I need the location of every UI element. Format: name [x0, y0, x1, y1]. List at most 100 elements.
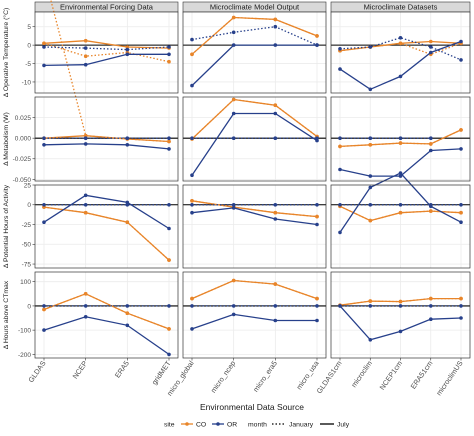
data-point: [398, 299, 403, 304]
data-point: [459, 58, 463, 62]
data-point: [368, 185, 373, 190]
data-point: [429, 296, 433, 301]
facet-strip-label: Microclimate Model Output: [210, 3, 300, 12]
data-point: [398, 171, 403, 175]
data-point: [167, 52, 171, 57]
data-point: [368, 143, 373, 147]
x-tick-label: GLDAS: [26, 359, 47, 384]
data-point: [398, 36, 403, 40]
data-point: [315, 296, 319, 301]
legend-january-label: January: [289, 422, 314, 429]
y-axis-title: Δ Operative Temperature (°C): [2, 8, 10, 97]
panel-border: [330, 11, 471, 94]
series-line: [191, 200, 318, 218]
panel-background: [183, 12, 326, 93]
panel-border: [34, 271, 179, 359]
data-point: [42, 63, 46, 68]
data-point: [42, 45, 46, 49]
data-point: [459, 316, 463, 320]
data-point: [190, 52, 194, 57]
data-point: [273, 17, 278, 22]
data-point: [273, 103, 278, 107]
series-or-july: [42, 39, 463, 357]
panel-background: [183, 185, 326, 268]
data-point: [167, 352, 171, 357]
x-tick-label: microclim: [349, 359, 374, 389]
data-point: [429, 142, 433, 146]
panel-background: [35, 185, 178, 268]
data-point: [315, 34, 319, 38]
y-tick-label: 0: [27, 303, 31, 310]
data-point: [167, 258, 171, 262]
data-point: [231, 278, 236, 283]
data-point: [459, 220, 463, 224]
y-tick-label: -75: [22, 261, 32, 268]
data-point: [368, 338, 373, 342]
data-point: [429, 204, 433, 209]
data-point: [125, 311, 130, 316]
y-tick-label: 0.025: [15, 115, 32, 122]
series-line: [43, 206, 170, 261]
series-line: [191, 44, 317, 87]
y-axis-title: Δ Potential Hours of Activity: [3, 184, 10, 268]
x-tick-label: ERA51cm: [408, 359, 434, 391]
series-line: [191, 26, 318, 46]
data-point: [368, 218, 373, 223]
data-point: [273, 43, 278, 47]
panel-background: [35, 97, 178, 181]
series-line: [191, 313, 317, 330]
data-point: [83, 315, 88, 319]
data-point: [83, 62, 88, 67]
data-point: [273, 304, 278, 308]
series-line: [191, 112, 318, 176]
x-tick-label: NCEP: [70, 359, 89, 381]
data-point: [42, 328, 46, 332]
panel-border: [182, 11, 327, 94]
data-point: [368, 299, 373, 303]
data-point: [125, 220, 130, 224]
data-point: [429, 136, 433, 140]
data-point: [459, 210, 463, 215]
data-point: [125, 143, 130, 147]
data-point: [83, 210, 88, 215]
panel-border: [330, 96, 471, 182]
data-point: [338, 144, 342, 149]
data-point: [167, 139, 171, 144]
data-point: [42, 143, 46, 147]
data-point: [429, 209, 433, 213]
data-point: [368, 136, 373, 140]
series-line: [191, 279, 318, 300]
panel-border: [34, 11, 179, 94]
series-line: [191, 98, 318, 140]
data-point: [459, 39, 463, 44]
data-point: [231, 43, 236, 47]
x-tick-label: ERA5: [113, 359, 131, 380]
data-point: [83, 292, 88, 296]
data-point: [429, 45, 433, 49]
panel-border: [34, 96, 179, 182]
legend-or-marker: [216, 422, 220, 426]
data-point: [273, 210, 278, 215]
panel-border: [34, 184, 179, 269]
data-point: [167, 304, 171, 308]
data-point: [167, 203, 171, 207]
data-point: [398, 174, 403, 178]
data-point: [315, 214, 319, 219]
data-point: [273, 217, 278, 221]
y-tick-label: 25: [24, 182, 32, 189]
data-point: [190, 203, 194, 207]
data-point: [368, 87, 373, 92]
legend-month-title: month: [248, 422, 267, 429]
data-point: [315, 138, 319, 143]
data-point: [398, 74, 403, 79]
data-point: [338, 167, 342, 172]
x-tick-label: NCEP1cm: [378, 359, 405, 392]
data-point: [190, 199, 194, 203]
series-line: [43, 143, 170, 150]
data-point: [231, 97, 236, 102]
x-tick-label: micro_ncep: [209, 359, 238, 395]
data-point: [338, 203, 342, 207]
y-tick-label: -100: [18, 328, 31, 335]
